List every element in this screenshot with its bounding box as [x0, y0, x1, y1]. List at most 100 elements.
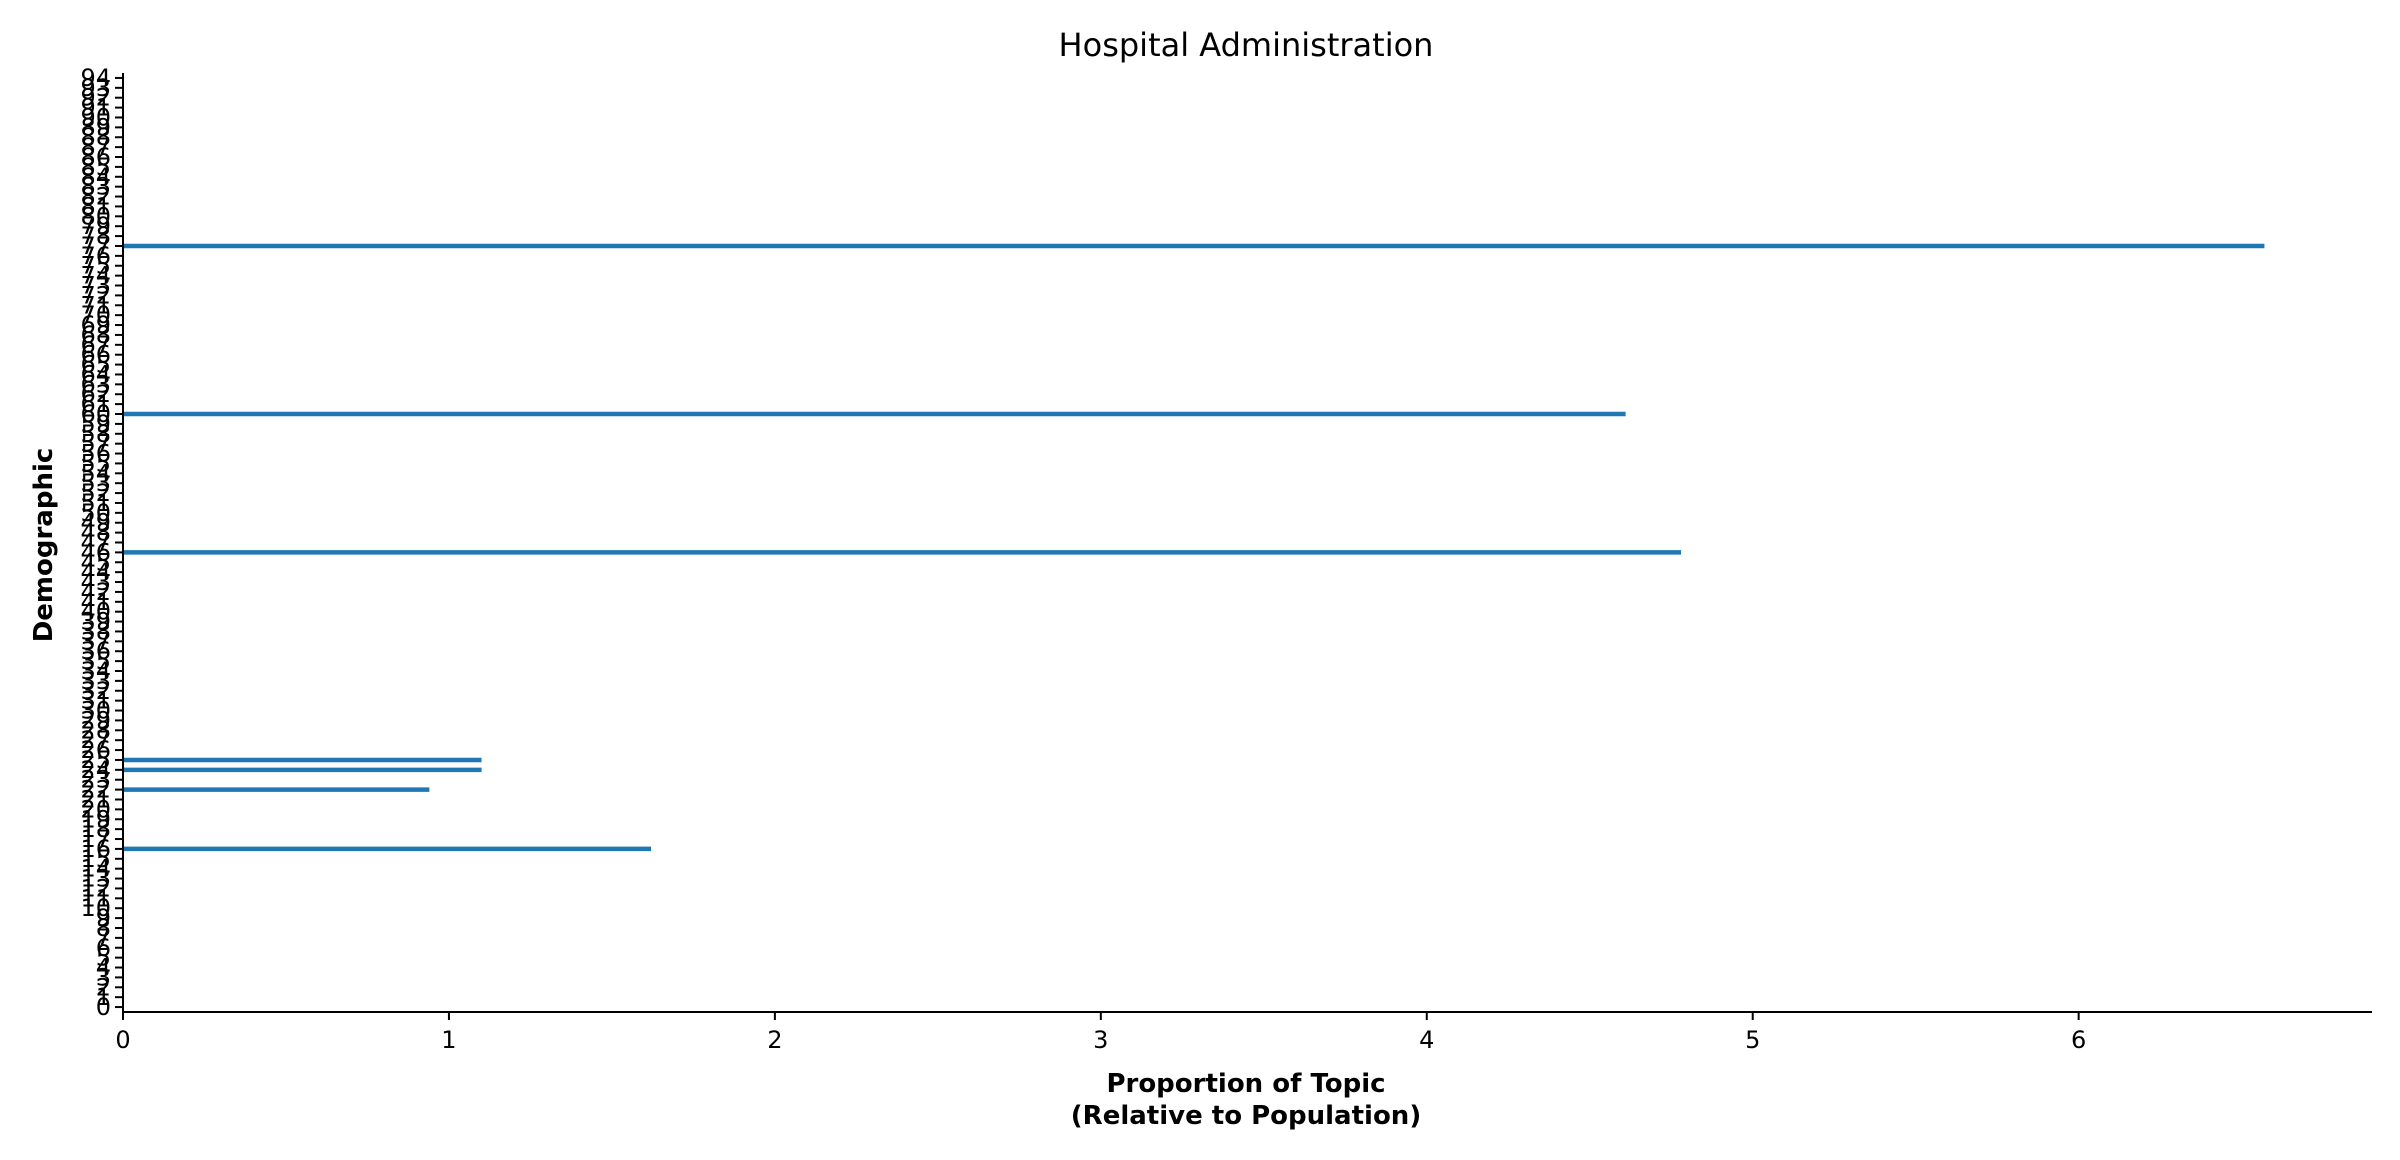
chart-title: Hospital Administration [1059, 26, 1434, 64]
y-tick-label: 76 [80, 242, 111, 270]
y-tick-label: 16 [80, 835, 111, 863]
y-tick-label: 86 [80, 143, 111, 171]
y-tick-label: 62 [80, 380, 111, 408]
y-tick-label: 6 [96, 934, 111, 962]
y-tick-label: 49 [80, 509, 111, 537]
y-tick-label: 52 [80, 479, 111, 507]
y-tick-label: 11 [80, 884, 111, 912]
y-tick-label: 44 [80, 558, 111, 586]
x-axis-label-line-1: Proportion of Topic [1106, 1069, 1385, 1099]
y-tick-label: 70 [80, 301, 111, 329]
y-tick-label: 91 [80, 94, 111, 122]
y-tick-label: 38 [80, 617, 111, 645]
y-tick-label: 69 [80, 311, 111, 339]
y-tick-label: 30 [80, 697, 111, 725]
x-tick-label: 6 [2071, 1026, 2086, 1054]
x-tick-label: 4 [1419, 1026, 1434, 1054]
y-tick-label: 18 [80, 815, 111, 843]
y-tick-label: 73 [80, 272, 111, 300]
y-tick-label: 27 [80, 726, 111, 754]
y-tick-label: 41 [80, 588, 111, 616]
y-tick-label: 75 [80, 252, 111, 280]
y-tick-label: 77 [80, 232, 111, 260]
y-tick-label: 7 [96, 924, 111, 952]
y-tick-label: 3 [96, 963, 111, 991]
y-tick-label: 64 [80, 360, 111, 388]
x-tick-label: 3 [1093, 1026, 1108, 1054]
y-tick-label: 10 [80, 894, 111, 922]
y-tick-label: 90 [80, 103, 111, 131]
y-tick-label: 87 [80, 133, 111, 161]
y-tick-label: 65 [80, 351, 111, 379]
y-tick-label: 5 [96, 944, 111, 972]
y-tick-label: 21 [80, 785, 111, 813]
y-tick-label: 74 [80, 262, 111, 290]
y-tick-label: 12 [80, 874, 111, 902]
y-tick-label: 93 [80, 74, 111, 102]
y-tick-label: 22 [80, 776, 111, 804]
y-tick-label: 2 [96, 973, 111, 1001]
y-tick-label: 84 [80, 163, 111, 191]
y-tick-label: 61 [80, 390, 111, 418]
y-tick-label: 54 [80, 459, 111, 487]
y-tick-label: 34 [80, 657, 111, 685]
x-tick-label: 0 [115, 1026, 130, 1054]
y-tick-label: 83 [80, 173, 111, 201]
y-tick-label: 32 [80, 677, 111, 705]
y-tick-label: 36 [80, 637, 111, 665]
y-tick-label: 60 [80, 400, 111, 428]
y-tick-label: 15 [80, 845, 111, 873]
x-tick-label: 1 [441, 1026, 456, 1054]
y-tick-label: 81 [80, 192, 111, 220]
y-tick-label: 14 [80, 855, 111, 883]
bars [123, 243, 2265, 852]
y-tick-label: 94 [80, 64, 111, 92]
y-tick-label: 63 [80, 370, 111, 398]
y-tick-label: 9 [96, 904, 111, 932]
y-tick-label: 29 [80, 706, 111, 734]
y-tick-label: 45 [80, 548, 111, 576]
y-tick-label: 50 [80, 499, 111, 527]
y-tick-label: 19 [80, 805, 111, 833]
y-tick-label: 55 [80, 449, 111, 477]
y-tick-label: 53 [80, 469, 111, 497]
x-tick-label: 2 [767, 1026, 782, 1054]
y-tick-label: 51 [80, 489, 111, 517]
y-tick-label: 46 [80, 538, 111, 566]
y-tick-label: 48 [80, 519, 111, 547]
y-tick-label: 57 [80, 430, 111, 458]
y-tick-label: 17 [80, 825, 111, 853]
y-tick-label: 25 [80, 746, 111, 774]
y-tick-label: 1 [96, 983, 111, 1011]
y-tick-label: 56 [80, 440, 111, 468]
y-axis-ticks: 0123456789101112131415161718192021222324… [80, 64, 123, 1021]
y-tick-label: 43 [80, 568, 111, 596]
y-tick-label: 71 [80, 291, 111, 319]
y-tick-label: 82 [80, 183, 111, 211]
y-axis-label: Demographic [29, 448, 59, 643]
y-tick-label: 35 [80, 647, 111, 675]
y-tick-label: 72 [80, 281, 111, 309]
y-tick-label: 80 [80, 202, 111, 230]
y-tick-label: 26 [80, 736, 111, 764]
y-tick-label: 4 [96, 954, 111, 982]
y-tick-label: 8 [96, 914, 111, 942]
y-tick-label: 68 [80, 321, 111, 349]
y-tick-label: 13 [80, 865, 111, 893]
y-tick-label: 59 [80, 410, 111, 438]
y-tick-label: 88 [80, 123, 111, 151]
y-tick-label: 79 [80, 212, 111, 240]
y-tick-label: 33 [80, 667, 111, 695]
y-tick-label: 28 [80, 716, 111, 744]
y-tick-label: 0 [96, 993, 111, 1021]
y-tick-label: 47 [80, 529, 111, 557]
x-tick-label: 5 [1745, 1026, 1760, 1054]
y-tick-label: 66 [80, 341, 111, 369]
y-tick-label: 40 [80, 598, 111, 626]
x-axis-label-line-2: (Relative to Population) [1071, 1101, 1421, 1131]
y-tick-label: 24 [80, 756, 111, 784]
y-tick-label: 92 [80, 84, 111, 112]
y-tick-label: 78 [80, 222, 111, 250]
x-axis-ticks: 0 1 2 3 4 5 6 [115, 1012, 2086, 1054]
y-tick-label: 23 [80, 766, 111, 794]
